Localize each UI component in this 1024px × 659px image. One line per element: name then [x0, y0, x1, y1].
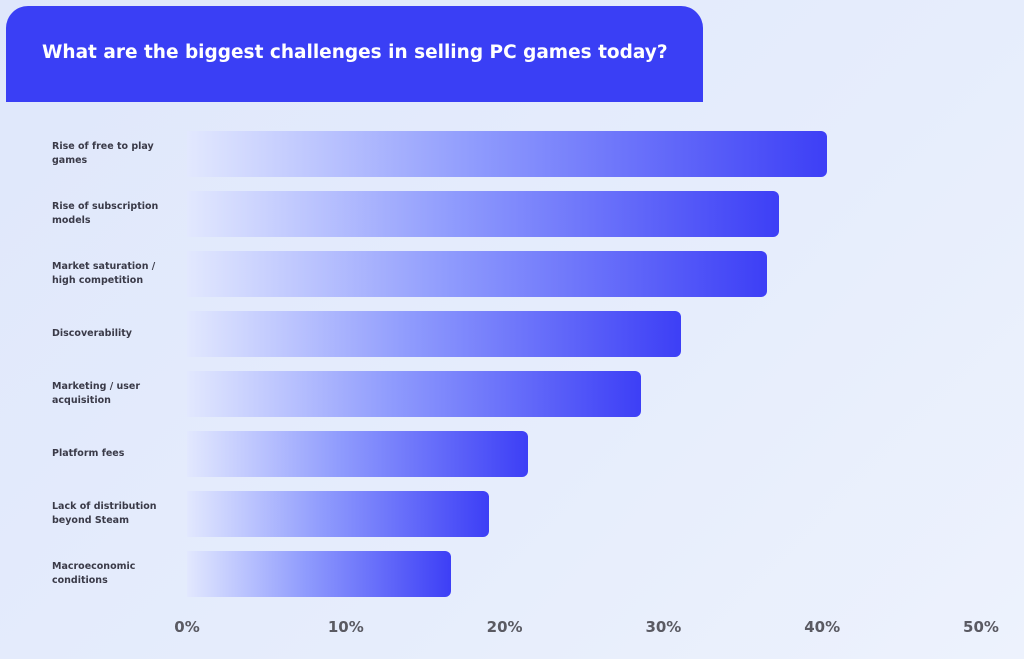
bar — [187, 431, 529, 477]
bar — [187, 551, 451, 597]
header: What are the biggest challenges in selli… — [6, 6, 703, 102]
x-tick-label: 20% — [486, 618, 523, 636]
x-tick-label: 30% — [645, 618, 682, 636]
bar — [187, 191, 780, 237]
bar — [187, 311, 681, 357]
x-tick-label: 0% — [174, 618, 200, 636]
x-tick-label: 50% — [963, 618, 999, 636]
chart-title: What are the biggest challenges in selli… — [42, 42, 668, 63]
y-tick-label: Rise of free to play games — [52, 141, 154, 166]
x-tick-label: 40% — [804, 618, 841, 636]
y-tick-label: Macroeconomic conditions — [52, 561, 136, 586]
bar — [187, 131, 827, 177]
bar — [187, 251, 767, 297]
bar — [187, 371, 642, 417]
y-tick-label: Marketing / user acquisition — [52, 381, 141, 406]
y-tick-label: Platform fees — [52, 448, 125, 459]
y-tick-label: Lack of distribution beyond Steam — [52, 501, 157, 526]
y-tick-label: Market saturation / high competition — [52, 261, 156, 286]
y-tick-label: Discoverability — [52, 328, 132, 339]
bar — [187, 491, 489, 537]
x-tick-label: 10% — [327, 618, 364, 636]
y-tick-label: Rise of subscription models — [52, 201, 159, 226]
